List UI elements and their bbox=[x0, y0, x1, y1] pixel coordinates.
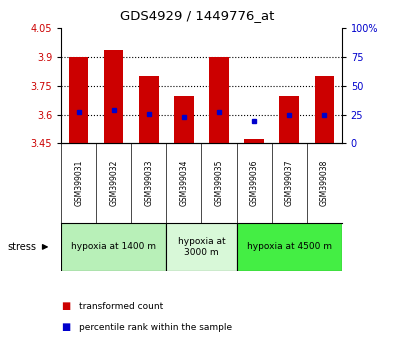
Text: percentile rank within the sample: percentile rank within the sample bbox=[79, 323, 232, 332]
Text: GSM399033: GSM399033 bbox=[144, 160, 153, 206]
Text: GSM399036: GSM399036 bbox=[250, 160, 259, 206]
Text: GSM399034: GSM399034 bbox=[179, 160, 188, 206]
Text: GSM399037: GSM399037 bbox=[284, 160, 293, 206]
Bar bbox=[61, 223, 166, 271]
Text: GSM399032: GSM399032 bbox=[109, 160, 118, 206]
Text: transformed count: transformed count bbox=[79, 302, 163, 311]
Bar bbox=[209, 57, 229, 143]
Bar bbox=[104, 50, 124, 143]
Text: hypoxia at 4500 m: hypoxia at 4500 m bbox=[246, 242, 331, 251]
Text: GDS4929 / 1449776_at: GDS4929 / 1449776_at bbox=[120, 9, 275, 22]
Bar bbox=[279, 96, 299, 143]
Text: stress: stress bbox=[8, 242, 37, 252]
Text: GSM399035: GSM399035 bbox=[214, 160, 224, 206]
Bar bbox=[237, 223, 342, 271]
Bar bbox=[139, 76, 158, 143]
Bar bbox=[314, 76, 334, 143]
Text: hypoxia at 1400 m: hypoxia at 1400 m bbox=[71, 242, 156, 251]
Text: ■: ■ bbox=[61, 322, 70, 332]
Text: GSM399038: GSM399038 bbox=[320, 160, 329, 206]
Bar bbox=[166, 223, 237, 271]
Text: hypoxia at
3000 m: hypoxia at 3000 m bbox=[178, 237, 225, 257]
Bar bbox=[69, 57, 88, 143]
Text: GSM399031: GSM399031 bbox=[74, 160, 83, 206]
Bar bbox=[174, 96, 194, 143]
Bar bbox=[245, 138, 264, 143]
Text: ■: ■ bbox=[61, 301, 70, 311]
